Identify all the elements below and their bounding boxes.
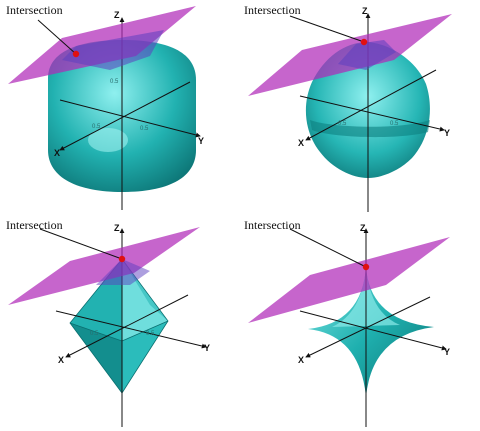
z-axis-label: Z: [114, 10, 120, 20]
y-axis-label: Y: [198, 136, 204, 146]
annotation-leader: [289, 228, 367, 268]
tick-label: 0.5: [92, 124, 101, 130]
z-axis-label: Z: [360, 223, 366, 233]
y-axis: [299, 95, 445, 132]
intersection-point: [360, 38, 368, 46]
plane-over-surface: [96, 259, 150, 285]
annotation-leader: [37, 19, 77, 55]
annotation-leader: [289, 15, 365, 43]
x-axis: [305, 69, 437, 141]
tick-label: 0.5: [90, 331, 99, 337]
tick-label: 0.5: [110, 79, 119, 85]
x-axis-label: X: [58, 355, 64, 365]
surface-body: [308, 267, 434, 397]
x-axis-label: X: [298, 138, 304, 148]
panel-octahedron: Intersection Z Y X 0.5 0.5: [0, 215, 240, 430]
y-axis-label: Y: [204, 343, 210, 353]
annotation-leader: [39, 228, 123, 260]
intersection-point: [362, 263, 370, 271]
plane-over-surface: [62, 30, 164, 70]
intersection-plane: [8, 227, 200, 305]
intersection-point: [72, 50, 80, 58]
y-axis: [55, 310, 207, 349]
y-axis-label: Y: [444, 347, 450, 357]
z-axis-label: Z: [362, 6, 368, 16]
y-axis-label: Y: [444, 128, 450, 138]
y-axis: [299, 310, 447, 351]
z-axis-label: Z: [114, 223, 120, 233]
tick-label: 0.5: [140, 126, 149, 132]
plane-over-surface: [338, 40, 396, 70]
intersection-point: [118, 255, 126, 263]
surface-highlight: [88, 128, 128, 152]
tick-label: 0.5: [146, 331, 155, 337]
intersection-plane: [248, 237, 450, 323]
intersection-label: Intersection: [244, 3, 301, 17]
surface-diagram: Intersection Z Y X 0.5 0.5: [244, 3, 452, 212]
y-axis: [59, 99, 201, 138]
x-axis: [59, 81, 191, 151]
tick-label: 0.5: [338, 121, 347, 127]
x-axis-label: X: [54, 148, 60, 158]
intersection-label: Intersection: [6, 218, 63, 232]
panel-rounded-cube: Intersection Z Y X 0.5 0.5 0.5: [0, 0, 240, 215]
x-axis-label: X: [298, 355, 304, 365]
x-axis: [305, 296, 431, 358]
intersection-label: Intersection: [6, 3, 63, 17]
surface-diagram: Intersection Z Y X 0.5 0.5: [6, 218, 210, 427]
intersection-label: Intersection: [244, 218, 301, 232]
panel-rounded-octahedron: Intersection Z Y X 0.5 0.5: [240, 0, 480, 215]
surface-diagram: Intersection Z Y X 0.5 0.5 0.5: [6, 3, 204, 210]
surface-equator-band: [310, 120, 430, 138]
surface-diagram: Intersection Z Y X: [244, 218, 450, 427]
x-axis: [65, 294, 189, 358]
panel-astroid: Intersection Z Y X: [240, 215, 480, 430]
tick-label: 0.5: [390, 121, 399, 127]
